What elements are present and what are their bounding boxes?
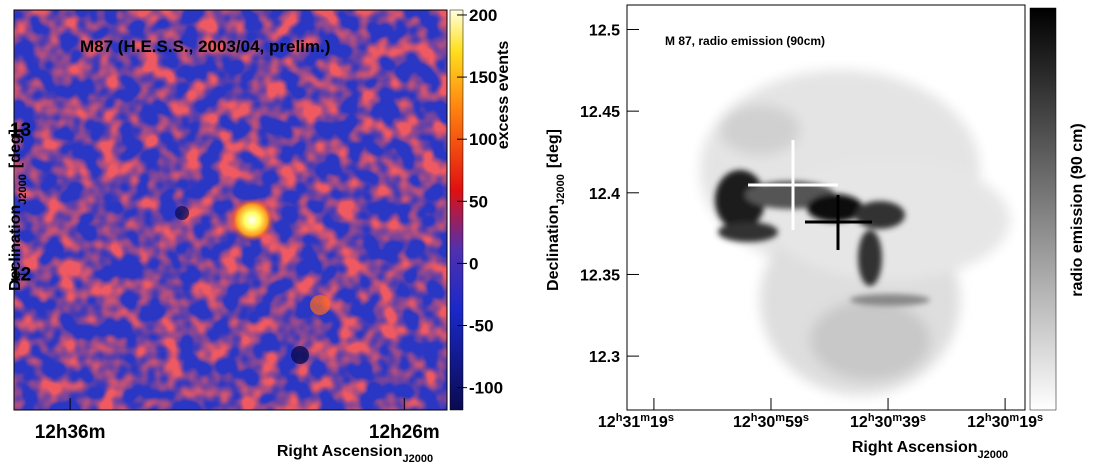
axis-label: Right AscensionJ2000 [852,439,1008,461]
y-tick-label: 12.3 [589,349,620,366]
colorbar-tick-label: 0 [469,254,478,273]
x-tick-label: 12h31m19s [598,412,674,431]
colorbar-label: excess events [495,41,512,150]
plot-frame [13,9,448,411]
x-tick-label: 12h30m19s [967,412,1043,431]
colorbar-tick-label: 50 [469,192,488,211]
chart-title: M87 (H.E.S.S., 2003/04, prelim.) [80,37,330,56]
plot-frame [626,4,1026,411]
axis-label-part: [deg] [7,129,24,168]
axis-label-subscript: J2000 [17,174,29,205]
x-tick-label: 12h30m59s [733,412,809,431]
position-markers [748,140,872,250]
colorbar-tick-label: 100 [469,130,497,149]
y-tick-label: 12 [10,264,31,285]
axis-label-subscript: J2000 [403,453,434,464]
axis-label-part: [deg] [545,129,562,168]
radio-image [627,5,1025,410]
axis-label: DeclinationJ2000 [deg] [7,129,29,291]
axis-label: Right AscensionJ2000 [277,443,433,464]
axis-label: DeclinationJ2000 [deg] [545,129,567,291]
y-tick-label: 12.5 [589,22,620,39]
axis-label-part: Right Ascension [852,439,978,456]
colorbar-tick-label: 200 [469,6,497,25]
y-tick-label: 12.4 [589,186,620,203]
colorbar-tick-label: 150 [469,68,497,87]
axis-label-part: Right Ascension [277,443,403,460]
x-tick-label: 12h30m39s [850,412,926,431]
y-tick-label: 12.35 [580,267,620,284]
axis-label-subscript: J2000 [555,174,567,205]
x-tick-label: 12h36m [35,422,106,443]
x-tick-label: 12h26m [369,422,440,443]
y-tick-label: 12.45 [580,104,620,121]
colorbar-tick-label: -50 [469,317,494,336]
colorbar-label: radio emission (90 cm) [1069,123,1086,296]
colorbar [1029,7,1057,411]
axis-label-part: Declination [545,205,562,291]
colorbar [449,9,464,411]
axis-label-part: Declination [7,205,24,291]
chart-title: M 87, radio emission (90cm) [665,34,825,48]
y-tick-label: 13 [10,120,31,141]
axis-label-subscript: J2000 [978,449,1009,461]
excess-map [14,10,447,410]
colorbar-tick-label: -100 [469,379,503,398]
